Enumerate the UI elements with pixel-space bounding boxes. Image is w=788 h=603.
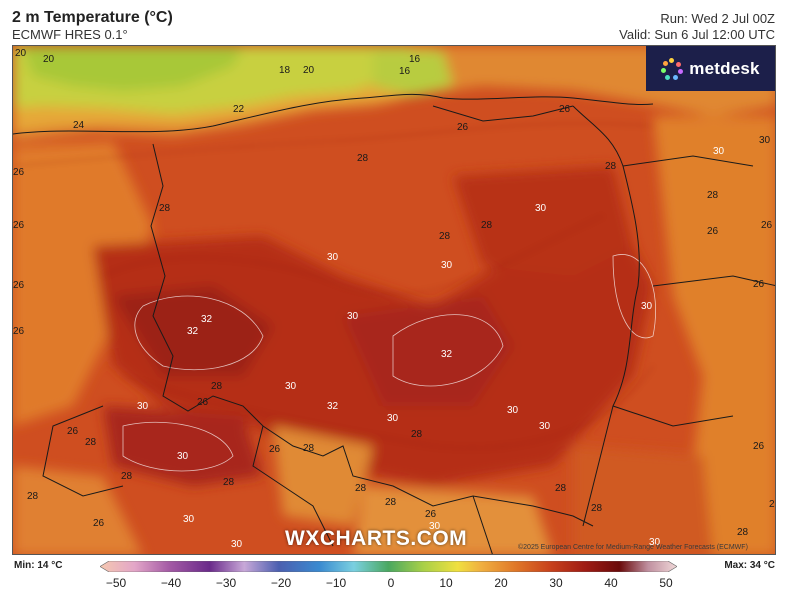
contour-label: 30	[327, 252, 339, 263]
metdesk-logo: metdesk	[646, 46, 775, 91]
contour-label: 26	[197, 397, 209, 408]
wxcharts-watermark: WXCHARTS.COM	[285, 527, 468, 550]
max-temperature-label: Max: 34 °C	[724, 560, 775, 571]
contour-label: 30	[441, 260, 453, 271]
contour-label: 28	[481, 220, 493, 231]
contour-label: 30	[177, 451, 189, 462]
contour-label: 20	[303, 65, 315, 76]
contour-label: 28	[357, 153, 369, 164]
temperature-field	[13, 46, 775, 554]
contour-label: 32	[201, 314, 213, 325]
valid-time-label: Valid: Sun 6 Jul 12:00 UTC	[619, 27, 775, 42]
contour-label: 26	[13, 220, 25, 231]
contour-label: 32	[441, 349, 453, 360]
contour-label: 28	[555, 483, 567, 494]
contour-label: 28	[737, 527, 749, 538]
contour-label: 30	[387, 413, 399, 424]
temperature-map: 20 20 16 16 18 20 22 24 26 26 28 28 26 2…	[12, 45, 776, 555]
contour-label: 26	[269, 444, 281, 455]
contour-label: 28	[159, 203, 171, 214]
chart-title: 2 m Temperature (°C)	[12, 9, 173, 26]
contour-label: 20	[15, 48, 27, 59]
contour-label: 20	[43, 54, 55, 65]
contour-label: 30	[539, 421, 551, 432]
contour-label: 28	[27, 491, 39, 502]
contour-label: 26	[13, 326, 25, 337]
run-label: Run: Wed 2 Jul 00Z	[660, 11, 775, 26]
contour-label: 30	[347, 311, 359, 322]
contour-label: 26	[13, 280, 25, 291]
contour-label: 30	[507, 405, 519, 416]
contour-label: 26	[761, 220, 773, 231]
contour-label: 28	[121, 471, 133, 482]
contour-label: 30	[231, 539, 243, 550]
contour-label: 26	[753, 441, 765, 452]
contour-label: 30	[429, 521, 441, 532]
contour-label: 28	[439, 231, 451, 242]
contour-label: 28	[769, 499, 775, 510]
contour-label: 26	[425, 509, 437, 520]
contour-label: 26	[67, 426, 79, 437]
scale-tick-label: −40	[160, 576, 182, 590]
contour-label: 26	[559, 104, 571, 115]
contour-label: 28	[211, 381, 223, 392]
metdesk-brand-name: metdesk	[689, 58, 760, 78]
scale-tick-label: −20	[270, 576, 292, 590]
contour-label: 28	[85, 437, 97, 448]
contour-label: 28	[385, 497, 397, 508]
contour-label: 26	[707, 226, 719, 237]
contour-label: 30	[535, 203, 547, 214]
contour-label: 30	[285, 381, 297, 392]
scale-tick-label: −10	[325, 576, 347, 590]
contour-label: 26	[457, 122, 469, 133]
scale-tick-label: 0	[387, 576, 395, 590]
scale-tick-label: 40	[604, 576, 618, 590]
contour-label: 28	[303, 443, 315, 454]
scale-tick-label: −30	[215, 576, 237, 590]
contour-label: 24	[73, 120, 85, 131]
contour-label: 28	[411, 429, 423, 440]
contour-label: 30	[713, 146, 725, 157]
contour-label: 18	[279, 65, 291, 76]
contour-label: 32	[187, 326, 199, 337]
scale-tick-label: 30	[549, 576, 563, 590]
contour-label: 16	[399, 66, 411, 77]
contour-label: 32	[327, 401, 339, 412]
scale-tick-label: 50	[659, 576, 673, 590]
color-scale-bar	[100, 561, 677, 572]
scale-tick-label: 20	[494, 576, 508, 590]
contour-label: 30	[641, 301, 653, 312]
contour-label: 26	[93, 518, 105, 529]
contour-label: 28	[591, 503, 603, 514]
contour-label: 28	[355, 483, 367, 494]
copyright-notice: ©2025 European Centre for Medium-Range W…	[518, 544, 748, 551]
contour-label: 26	[753, 279, 765, 290]
contour-label: 16	[409, 54, 421, 65]
scale-tick-label: 10	[439, 576, 453, 590]
contour-label: 28	[605, 161, 617, 172]
contour-label: 28	[223, 477, 235, 488]
contour-label: 28	[707, 190, 719, 201]
model-label: ECMWF HRES 0.1°	[12, 27, 128, 42]
contour-label: 30	[183, 514, 195, 525]
min-temperature-label: Min: 14 °C	[14, 560, 63, 571]
contour-label: 30	[759, 135, 771, 146]
contour-label: 30	[137, 401, 149, 412]
contour-label: 22	[233, 104, 245, 115]
metdesk-logo-icon	[661, 57, 684, 80]
contour-label: 26	[13, 167, 25, 178]
contour-label: 30	[649, 537, 661, 548]
scale-tick-label: −50	[105, 576, 127, 590]
